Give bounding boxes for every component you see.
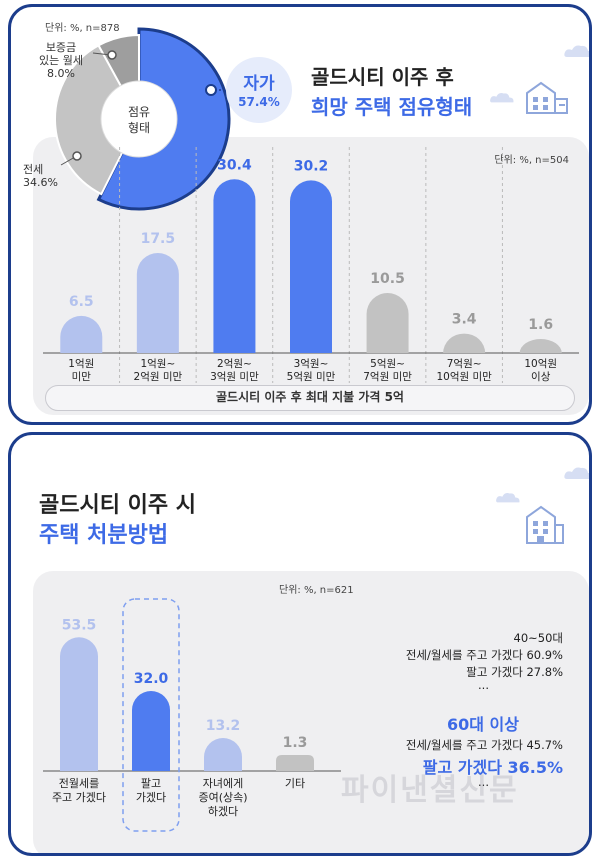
category-label: 1억원~ <box>140 358 175 370</box>
category-label: 7억원 미만 <box>363 371 412 383</box>
cloud-icon <box>564 45 589 57</box>
bar <box>519 339 562 353</box>
bar-value-label: 1.3 <box>283 735 308 751</box>
highlight-value: 57.4% <box>238 95 280 109</box>
category-label: 10억원 <box>524 358 557 370</box>
note-group1-ellipsis: ... <box>478 678 489 692</box>
note-group2-ellipsis: ... <box>478 775 489 789</box>
panel1-title-line1: 골드시티 이주 후 <box>311 65 454 89</box>
callout-deposit-value: 8.0% <box>47 67 75 80</box>
category-label: 자녀에게 <box>203 777 243 790</box>
donut-center-line2: 형태 <box>128 121 150 135</box>
bar <box>276 755 314 771</box>
category-label: 7억원~ <box>447 358 482 370</box>
footer-max-price: 골드시티 이주 후 최대 지불 가격 5억 <box>45 385 575 411</box>
bar <box>213 179 256 353</box>
category-label: 2억원 미만 <box>134 371 183 383</box>
disposal-unit-label: 단위: %, n=621 <box>279 585 354 596</box>
panel2-title-line1: 골드시티 이주 시 <box>39 493 196 518</box>
callout-deposit-line2: 있는 월세 <box>39 54 83 67</box>
bar <box>136 253 179 353</box>
note-group2-title: 60대 이상 <box>447 715 519 734</box>
highlight-badge: 자가 57.4% <box>226 57 292 123</box>
bar-value-label: 30.4 <box>217 157 252 173</box>
callout-jeonse-label: 전세 <box>23 163 44 176</box>
bar <box>366 293 409 353</box>
bar <box>290 180 332 353</box>
bar-value-label: 13.2 <box>206 718 241 734</box>
panel-disposal: 골드시티 이주 시 주택 처분방법 단위: %, n=621 53.5 전월세를 주… <box>8 432 592 856</box>
donut-center-line1: 점유 <box>128 105 150 119</box>
category-label: 3억원~ <box>294 358 329 370</box>
house-icon <box>526 81 568 114</box>
donut-unit-label: 단위: %, n=878 <box>45 23 120 34</box>
bar <box>132 691 170 771</box>
cloud-icon <box>490 93 514 103</box>
donut-chart: 점유형태 <box>54 27 231 211</box>
category-label: 이상 <box>531 371 551 383</box>
bar <box>443 333 486 353</box>
highlight-frame <box>122 598 180 832</box>
category-label: 10억원 미만 <box>436 371 492 383</box>
callout-jeonse-value: 34.6% <box>23 176 58 189</box>
note-group2-line2: 팔고 가겠다 36.5% <box>422 758 563 777</box>
category-label: 가겠다 <box>136 791 166 804</box>
watermark: 파이낸셜신문 <box>341 773 519 808</box>
bar-value-label: 53.5 <box>62 617 97 633</box>
callout-dot-jeonse <box>72 151 82 161</box>
house-icon <box>526 505 564 544</box>
category-label: 1억원 <box>68 358 94 370</box>
note-group1-line2: 팔고 가겠다 27.8% <box>466 665 563 679</box>
bar-value-label: 3.4 <box>452 312 477 328</box>
category-label: 주고 가겠다 <box>52 791 106 804</box>
callout-deposit-line1: 보증금 <box>45 41 77 54</box>
category-label: 2억원~ <box>217 358 252 370</box>
bar-value-label: 32.0 <box>134 671 169 687</box>
bar-unit-label: 단위: %, n=504 <box>494 155 569 166</box>
panel2-title-line2: 주택 처분방법 <box>39 523 169 548</box>
panel1-title-line2: 희망 주택 점유형태 <box>311 95 473 119</box>
callout-deposit-monthly: 보증금 있는 월세 8.0% <box>29 41 93 80</box>
category-label: 3억원 미만 <box>210 371 259 383</box>
highlight-label: 자가 <box>243 74 275 94</box>
callout-dot-own <box>205 84 217 96</box>
category-label: 하겠다 <box>208 804 238 818</box>
note-group2-line1: 전세/월세를 주고 가겠다 45.7% <box>405 738 563 752</box>
cloud-icon <box>496 493 520 503</box>
bar-value-label: 10.5 <box>370 271 405 287</box>
cloud-icon <box>564 467 589 479</box>
category-label: 기타 <box>285 777 305 790</box>
bar <box>60 315 103 353</box>
donut-center <box>100 80 178 158</box>
category-label: 5억원~ <box>370 358 405 370</box>
disposal-chart-area <box>33 571 589 853</box>
category-label: 전월세를 <box>59 777 99 790</box>
bar <box>204 738 242 771</box>
callout-jeonse: 전세 34.6% <box>23 163 58 189</box>
category-label: 5억원 미만 <box>287 371 336 383</box>
bar-value-label: 17.5 <box>141 231 176 247</box>
category-label: 미만 <box>72 371 92 383</box>
bar-value-label: 6.5 <box>69 294 94 310</box>
bar-value-label: 30.2 <box>294 158 329 174</box>
bar-value-label: 1.6 <box>528 317 553 333</box>
category-label: 증여(상속) <box>198 791 247 804</box>
note-group1-title: 40~50대 <box>513 631 563 645</box>
bar <box>60 637 98 771</box>
category-label: 팔고 <box>141 777 161 790</box>
callout-dot-deposit <box>107 50 117 60</box>
note-group1-line1: 전세/월세를 주고 가겠다 60.9% <box>405 648 563 662</box>
callout-line-jeonse <box>60 156 76 166</box>
